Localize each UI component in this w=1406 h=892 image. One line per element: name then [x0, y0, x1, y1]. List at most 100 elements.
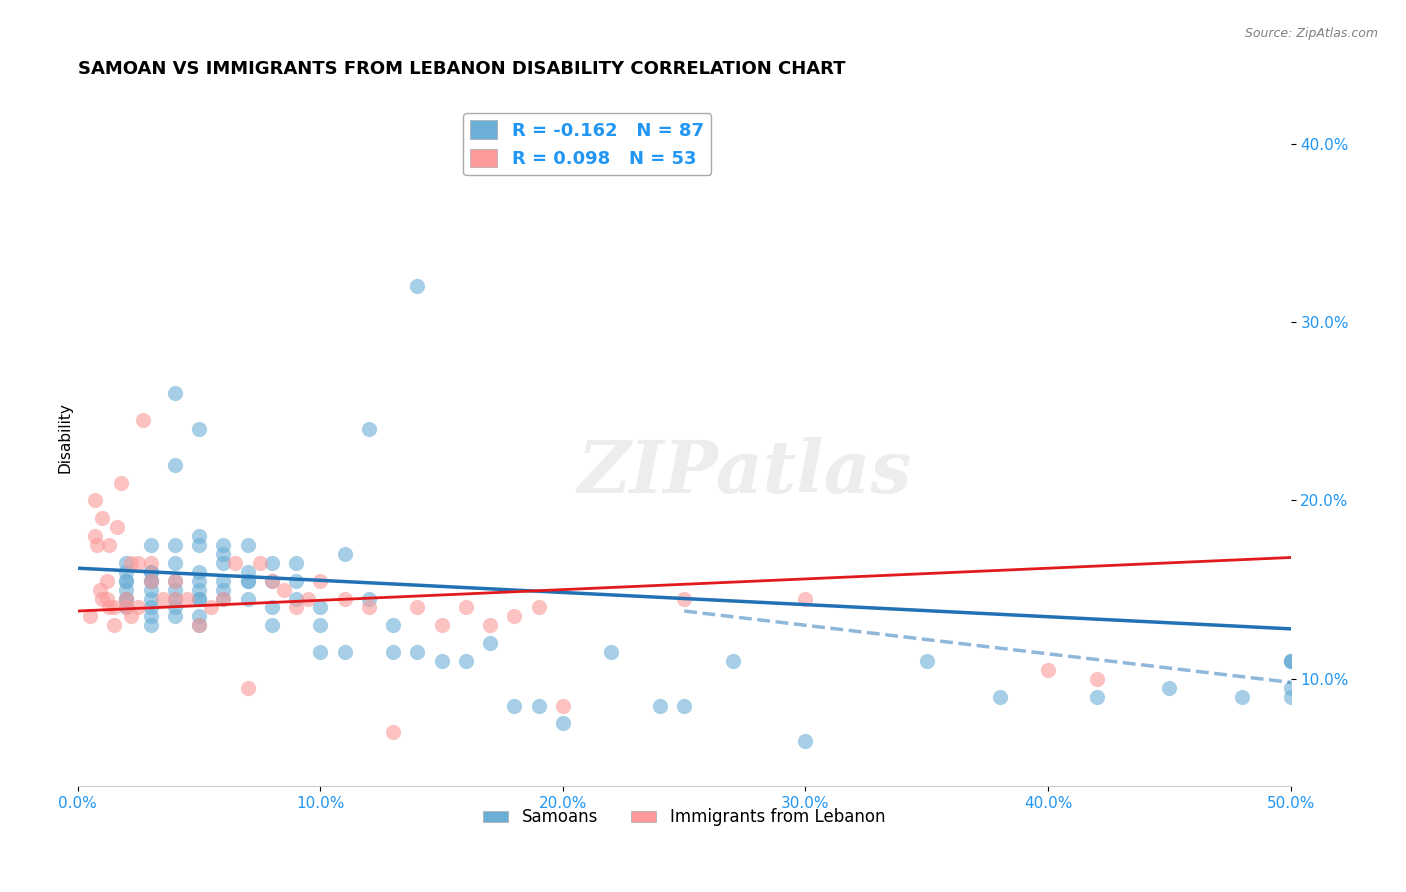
Point [188, 582, 211, 597]
Point [98, 600, 121, 615]
Point [430, 618, 453, 632]
Point [163, 574, 186, 588]
Point [260, 556, 283, 570]
Point [139, 618, 162, 632]
Point [139, 574, 162, 588]
Point [83, 529, 105, 543]
Point [132, 413, 155, 427]
Point [176, 591, 198, 606]
Point [212, 574, 235, 588]
Point [188, 529, 211, 543]
Point [915, 654, 938, 668]
Point [406, 279, 429, 293]
Point [236, 574, 259, 588]
Point [139, 565, 162, 579]
Point [357, 591, 380, 606]
Point [139, 591, 162, 606]
Point [127, 556, 149, 570]
Point [503, 609, 526, 624]
Point [988, 690, 1011, 704]
Point [115, 600, 138, 615]
Point [163, 591, 186, 606]
Point [212, 556, 235, 570]
Point [454, 600, 477, 615]
Point [139, 582, 162, 597]
Point [527, 698, 550, 713]
Point [249, 556, 271, 570]
Point [103, 618, 125, 632]
Point [1279, 654, 1302, 668]
Point [673, 698, 696, 713]
Point [260, 574, 283, 588]
Point [357, 600, 380, 615]
Point [163, 574, 186, 588]
Point [1279, 690, 1302, 704]
Point [115, 574, 138, 588]
Point [152, 591, 174, 606]
Point [188, 574, 211, 588]
Point [127, 600, 149, 615]
Point [309, 600, 332, 615]
Point [110, 475, 132, 490]
Point [98, 538, 121, 552]
Point [120, 556, 142, 570]
Point [200, 600, 222, 615]
Point [285, 556, 308, 570]
Point [236, 681, 259, 695]
Point [163, 591, 186, 606]
Point [86, 538, 108, 552]
Point [212, 538, 235, 552]
Point [479, 618, 502, 632]
Point [1085, 672, 1108, 686]
Point [794, 591, 817, 606]
Point [188, 538, 211, 552]
Point [163, 600, 186, 615]
Point [120, 609, 142, 624]
Point [115, 556, 138, 570]
Point [333, 591, 356, 606]
Point [236, 538, 259, 552]
Point [1085, 690, 1108, 704]
Point [285, 574, 308, 588]
Point [139, 565, 162, 579]
Point [382, 618, 405, 632]
Point [163, 582, 186, 597]
Point [89, 582, 111, 597]
Point [794, 734, 817, 748]
Text: SAMOAN VS IMMIGRANTS FROM LEBANON DISABILITY CORRELATION CHART: SAMOAN VS IMMIGRANTS FROM LEBANON DISABI… [77, 60, 845, 78]
Point [163, 386, 186, 401]
Point [297, 591, 319, 606]
Point [721, 654, 744, 668]
Point [188, 618, 211, 632]
Point [551, 716, 574, 731]
Point [115, 591, 138, 606]
Point [309, 574, 332, 588]
Point [96, 574, 118, 588]
Point [163, 538, 186, 552]
Point [188, 591, 211, 606]
Point [83, 493, 105, 508]
Point [479, 636, 502, 650]
Point [212, 547, 235, 561]
Point [79, 609, 101, 624]
Point [1279, 681, 1302, 695]
Point [91, 591, 114, 606]
Point [357, 422, 380, 436]
Point [224, 556, 246, 570]
Point [551, 698, 574, 713]
Point [273, 582, 295, 597]
Point [96, 591, 118, 606]
Point [527, 600, 550, 615]
Point [309, 645, 332, 659]
Point [236, 565, 259, 579]
Point [115, 582, 138, 597]
Point [139, 574, 162, 588]
Point [260, 618, 283, 632]
Point [503, 698, 526, 713]
Point [188, 609, 211, 624]
Point [648, 698, 671, 713]
Point [212, 591, 235, 606]
Y-axis label: Disability: Disability [58, 402, 72, 474]
Point [163, 458, 186, 472]
Point [406, 645, 429, 659]
